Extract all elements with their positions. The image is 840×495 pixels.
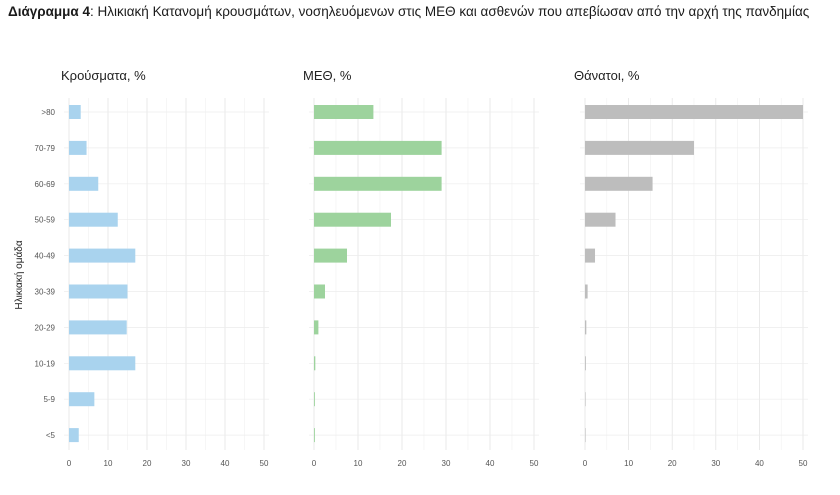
bar xyxy=(585,176,653,191)
y-tick-label: 60-69 xyxy=(35,180,56,189)
bar xyxy=(314,392,315,407)
y-tick-label: >80 xyxy=(41,108,55,117)
bar xyxy=(314,140,442,155)
caption-label: Διάγραμμα 4 xyxy=(8,4,90,19)
bar xyxy=(314,356,316,371)
x-tick-label: 40 xyxy=(755,459,764,468)
x-tick-label: 40 xyxy=(486,459,495,468)
x-tick-label: 50 xyxy=(260,459,269,468)
y-tick-label: 5-9 xyxy=(43,395,55,404)
bar xyxy=(314,320,319,335)
bar xyxy=(69,248,136,263)
panel-title: Θάνατοι, % xyxy=(574,68,640,83)
bar xyxy=(585,428,586,443)
bar xyxy=(585,356,586,371)
bar xyxy=(314,212,391,227)
bar xyxy=(314,105,374,119)
bar xyxy=(314,428,315,443)
bar xyxy=(314,176,442,191)
x-tick-label: 20 xyxy=(143,459,152,468)
bar xyxy=(69,212,118,227)
x-tick-label: 50 xyxy=(799,459,808,468)
bar xyxy=(585,248,596,263)
bar xyxy=(69,320,127,335)
bar xyxy=(69,392,95,407)
y-axis-title: Ηλικιακή ομάδα xyxy=(13,240,25,309)
bar xyxy=(69,140,87,155)
x-tick-label: 40 xyxy=(221,459,230,468)
x-tick-label: 10 xyxy=(104,459,113,468)
bar xyxy=(585,212,616,227)
y-tick-label: 10-19 xyxy=(35,359,56,368)
y-tick-label: 30-39 xyxy=(35,288,56,297)
panel-title: Κρούσματα, % xyxy=(61,68,146,83)
bar xyxy=(69,176,99,191)
bar xyxy=(69,356,136,371)
bar xyxy=(314,284,325,299)
y-tick-label: 50-59 xyxy=(35,216,56,225)
bar xyxy=(69,105,81,119)
y-tick-label: 40-49 xyxy=(35,252,56,261)
x-tick-label: 20 xyxy=(398,459,407,468)
caption-text: : Ηλικιακή Κατανομή κρουσμάτων, νοσηλευό… xyxy=(90,4,810,19)
figure-caption: Διάγραμμα 4: Ηλικιακή Κατανομή κρουσμάτω… xyxy=(8,3,828,20)
x-tick-label: 20 xyxy=(668,459,677,468)
x-tick-label: 0 xyxy=(583,459,588,468)
x-tick-label: 30 xyxy=(182,459,191,468)
bar xyxy=(585,140,694,155)
bar xyxy=(585,284,588,299)
bar xyxy=(69,428,79,443)
bar xyxy=(585,320,587,335)
panel-title: ΜΕΘ, % xyxy=(303,68,352,83)
bar xyxy=(314,248,347,263)
x-tick-label: 50 xyxy=(530,459,539,468)
x-tick-label: 30 xyxy=(711,459,720,468)
bar xyxy=(585,105,803,119)
x-tick-label: 0 xyxy=(67,459,72,468)
y-tick-label: 20-29 xyxy=(35,323,56,332)
bar xyxy=(585,392,586,407)
y-tick-label: 70-79 xyxy=(35,144,56,153)
x-tick-label: 10 xyxy=(354,459,363,468)
bar xyxy=(69,284,128,299)
x-tick-label: 10 xyxy=(624,459,633,468)
x-tick-label: 30 xyxy=(442,459,451,468)
y-tick-label: <5 xyxy=(46,431,56,440)
x-tick-label: 0 xyxy=(312,459,317,468)
